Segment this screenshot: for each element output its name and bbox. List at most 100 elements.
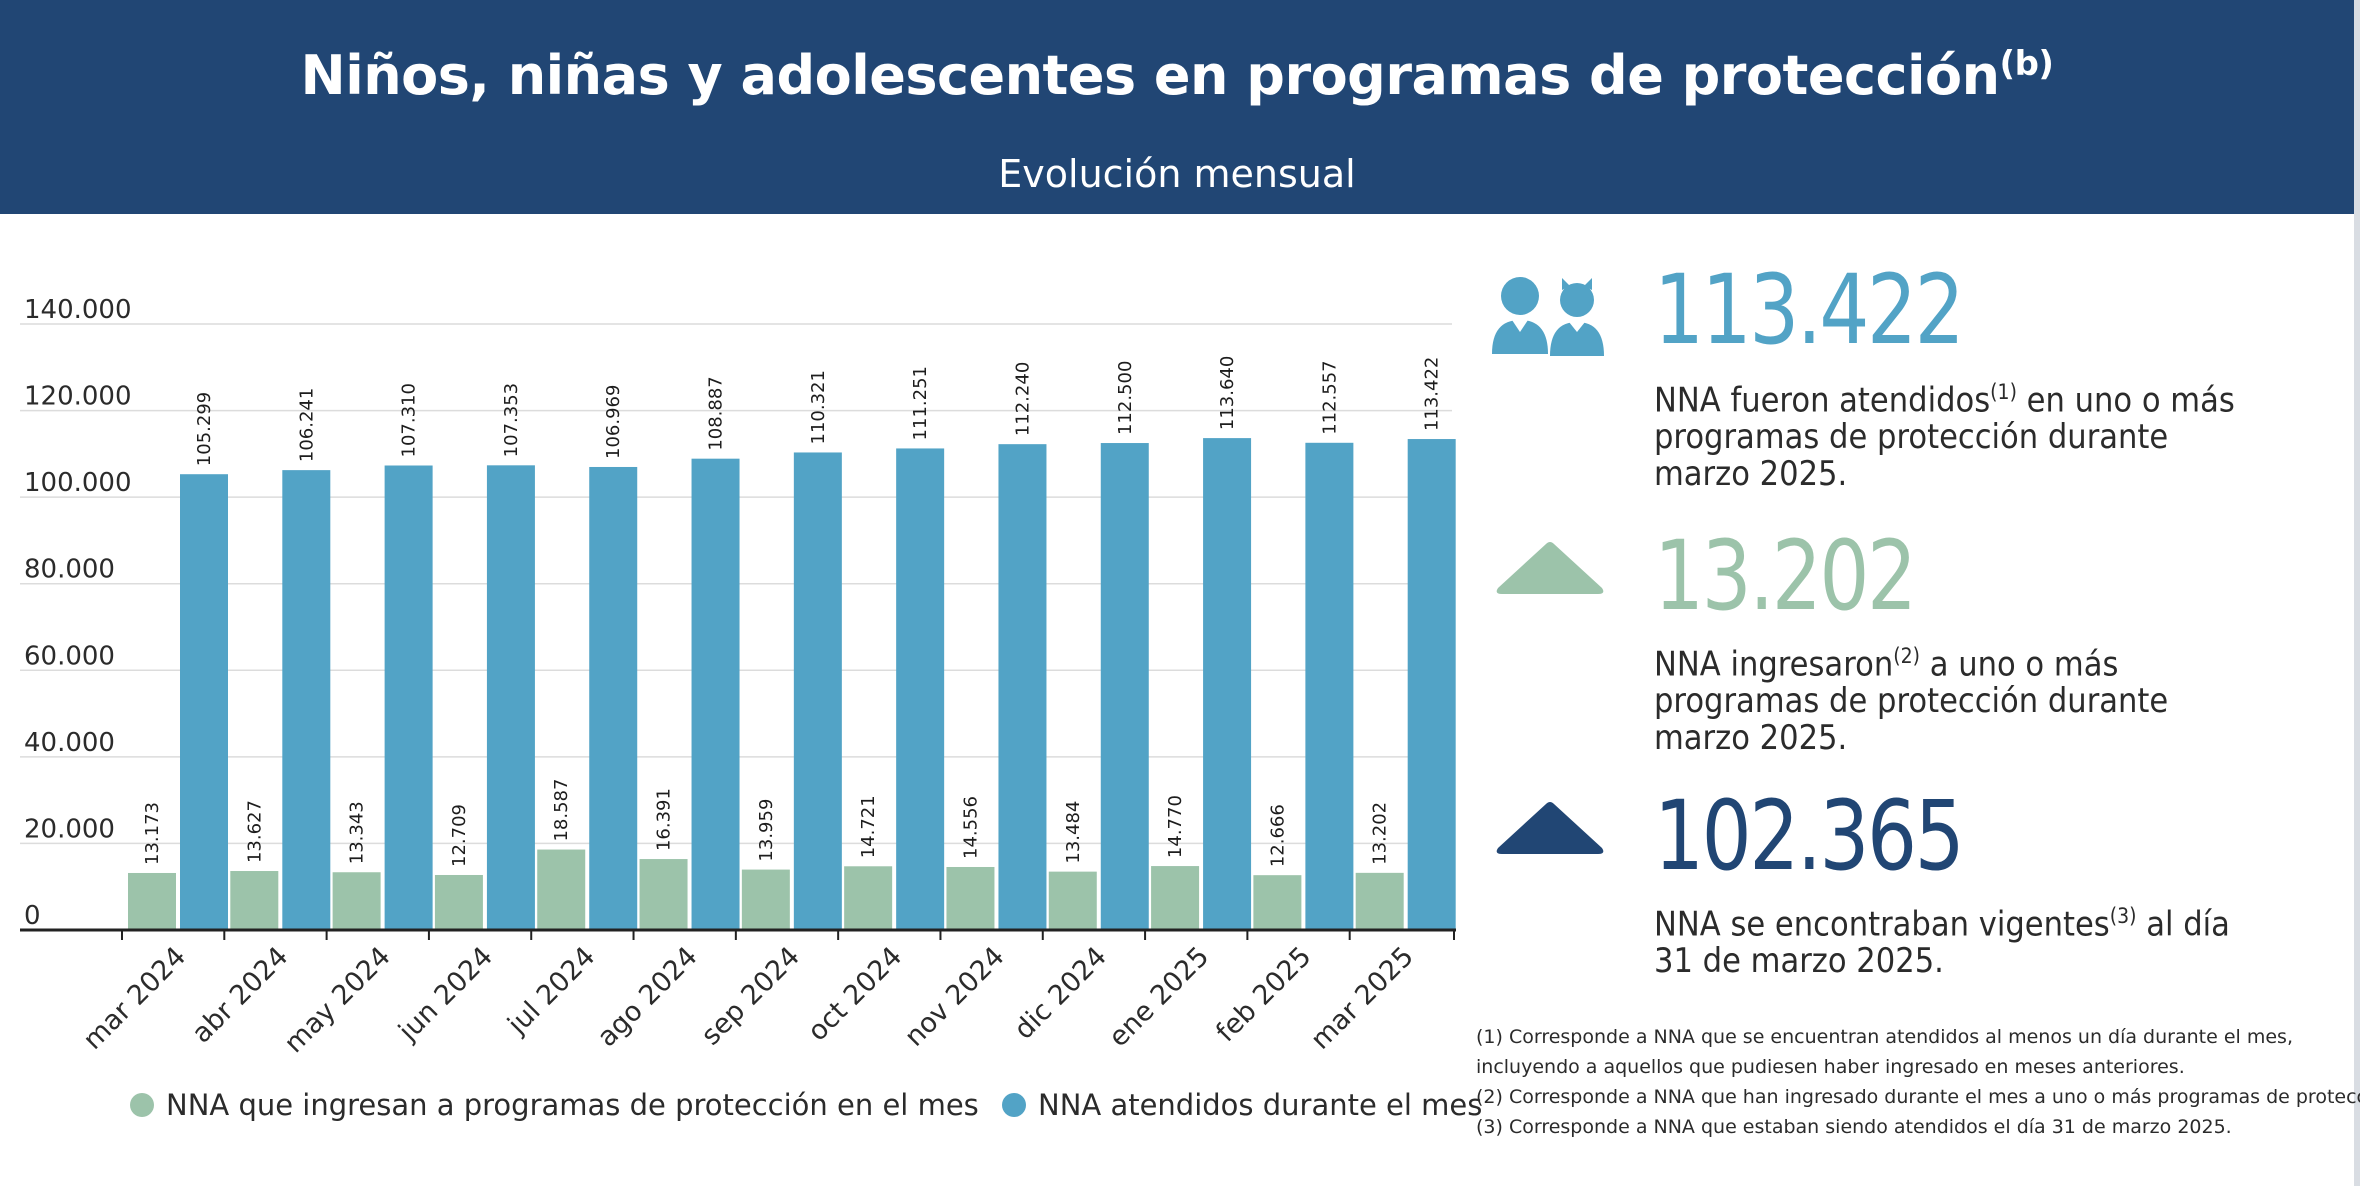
data-label: 108.887 xyxy=(706,376,727,450)
data-label: 13.343 xyxy=(347,801,368,864)
legend-swatch-ingresan xyxy=(130,1093,154,1117)
page-title: Niños, niñas y adolescentes en programas… xyxy=(0,44,2354,107)
kpi-vigentes-desc-1: NNA se encontraban vigentes xyxy=(1654,904,2110,945)
y-tick-label: 80.000 xyxy=(24,555,115,585)
kpi-atendidos-description: NNA fueron atendidos(1) en uno o más pro… xyxy=(1654,374,2266,493)
kpi-vigentes: 102.365 NNA se encontraban vigentes(3) a… xyxy=(1490,780,2340,986)
data-label: 113.640 xyxy=(1217,356,1238,430)
data-label: 13.627 xyxy=(244,800,265,863)
bar-ingresan xyxy=(946,866,995,930)
data-label: 13.202 xyxy=(1370,802,1391,865)
legend-item-ingresan: NNA que ingresan a programas de protecci… xyxy=(130,1088,979,1122)
kpi-ingresaron-description: NNA ingresaron(2) a uno o más programas … xyxy=(1654,638,2266,757)
data-label: 18.587 xyxy=(551,779,572,842)
x-tick-label: nov 2024 xyxy=(899,941,1011,1053)
data-label: 13.484 xyxy=(1063,801,1084,864)
y-tick-label: 100.000 xyxy=(24,468,132,498)
legend-label-ingresan: NNA que ingresan a programas de protecci… xyxy=(166,1088,979,1122)
footnote-line: (3) Corresponde a NNA que estaban siendo… xyxy=(1476,1116,2232,1138)
bar-atendidos xyxy=(1305,442,1354,930)
bar-atendidos xyxy=(384,465,433,930)
data-label: 14.721 xyxy=(858,795,879,858)
kpi-vigentes-description: NNA se encontraban vigentes(3) al día 31… xyxy=(1654,898,2266,980)
data-label: 13.173 xyxy=(142,802,163,865)
kpi-ingresaron: 13.202 NNA ingresaron(2) a uno o más pro… xyxy=(1490,520,2340,757)
bar-atendidos xyxy=(180,474,228,930)
footnote-line: incluyendo a aquellos que pudiesen haber… xyxy=(1476,1056,2185,1078)
bar-ingresan xyxy=(639,859,688,930)
legend-swatch-atendidos xyxy=(1002,1093,1026,1117)
kpi-atendidos: 113.422 NNA fueron atendidos(1) en uno o… xyxy=(1490,254,2340,493)
data-label: 113.422 xyxy=(1422,357,1443,431)
bar-ingresan xyxy=(332,872,381,930)
bar-atendidos xyxy=(1407,439,1456,930)
children-icon xyxy=(1492,277,1604,356)
footnote-line: (1) Corresponde a NNA que se encuentran … xyxy=(1476,1026,2293,1048)
y-tick-label: 40.000 xyxy=(24,728,115,758)
bar-atendidos xyxy=(1100,443,1149,930)
y-tick-label: 120.000 xyxy=(24,382,132,412)
data-label: 13.959 xyxy=(756,799,777,862)
data-label: 111.251 xyxy=(910,366,931,440)
kpi-atendidos-number: 113.422 xyxy=(1654,254,1965,366)
bar-chart: 0 20.000 40.000 60.000 80.000 100.000 120.000 1… xyxy=(20,295,1456,1059)
legend-item-atendidos: NNA atendidos durante el mes xyxy=(1002,1088,1482,1122)
x-tick-label: ene 2025 xyxy=(1103,941,1215,1053)
bar-ingresan xyxy=(1355,872,1404,930)
data-label: 112.557 xyxy=(1319,360,1340,434)
kpi-vigentes-desc-2: al día 31 de marzo 2025. xyxy=(1654,904,2230,982)
bar-ingresan xyxy=(128,872,176,930)
kpi-atendidos-desc-1: NNA fueron atendidos xyxy=(1654,380,1991,421)
kpi-vigentes-footnote: (3) xyxy=(2109,904,2137,928)
data-label: 12.666 xyxy=(1267,804,1288,867)
title-footnote-marker: (b) xyxy=(1999,44,2054,84)
data-label: 110.321 xyxy=(808,370,829,444)
bar-atendidos xyxy=(1203,438,1252,930)
bar-ingresan xyxy=(434,874,483,930)
bar-ingresan xyxy=(230,871,279,930)
page-subtitle: Evolución mensual xyxy=(998,152,1356,196)
bar-atendidos xyxy=(282,470,331,930)
bar-ingresan xyxy=(1048,871,1097,930)
x-tick-label: abr 2024 xyxy=(186,941,294,1049)
x-tick-label: may 2024 xyxy=(279,941,397,1059)
data-label: 112.240 xyxy=(1012,362,1033,436)
x-tick-label: jun 2024 xyxy=(392,941,499,1048)
footnote-line: (2) Corresponde a NNA que han ingresado … xyxy=(1476,1086,2360,1108)
bar-ingresan xyxy=(537,849,586,930)
page-title-text: Niños, niñas y adolescentes en programas… xyxy=(300,44,2001,107)
bar-atendidos xyxy=(691,458,740,930)
bar-atendidos xyxy=(998,444,1047,930)
kpi-ingresaron-footnote: (2) xyxy=(1893,644,1920,668)
footnotes: (1) Corresponde a NNA que se encuentran … xyxy=(1476,1022,2360,1142)
x-tick-label: sep 2024 xyxy=(696,941,806,1051)
triangle-up-icon xyxy=(1496,802,1604,854)
data-label: 14.770 xyxy=(1165,795,1186,858)
bar-atendidos xyxy=(486,465,535,930)
kpi-ingresaron-desc-1: NNA ingresaron xyxy=(1654,644,1894,685)
x-tick-label: mar 2025 xyxy=(1305,941,1420,1056)
triangle-up-icon xyxy=(1496,542,1604,594)
data-label: 106.969 xyxy=(603,385,624,459)
x-tick-label: jul 2024 xyxy=(501,941,601,1041)
x-tick-label: oct 2024 xyxy=(802,941,908,1047)
bar-atendidos xyxy=(793,452,842,930)
x-tick-label: dic 2024 xyxy=(1008,941,1112,1045)
kpi-ingresaron-number: 13.202 xyxy=(1654,520,1917,632)
x-tick-label: ago 2024 xyxy=(592,941,704,1053)
data-label: 107.310 xyxy=(399,383,420,457)
bar-ingresan xyxy=(741,869,790,930)
data-label: 106.241 xyxy=(296,388,317,462)
y-tick-label: 0 xyxy=(24,901,41,931)
bar-ingresan xyxy=(844,866,893,930)
y-tick-label: 60.000 xyxy=(24,641,115,671)
kpi-atendidos-desc-2: en uno o más programas de protección dur… xyxy=(1654,380,2235,495)
data-label: 105.299 xyxy=(194,392,215,466)
right-edge-strip xyxy=(2354,0,2360,1186)
x-tick-label: mar 2024 xyxy=(77,941,192,1056)
kpi-ingresaron-desc-2: a uno o más programas de protección dura… xyxy=(1654,644,2169,759)
bar-ingresan xyxy=(1253,875,1302,930)
kpi-atendidos-footnote: (1) xyxy=(1990,380,2017,404)
y-tick-label: 140.000 xyxy=(24,295,132,325)
x-tick-label: feb 2025 xyxy=(1210,941,1317,1048)
